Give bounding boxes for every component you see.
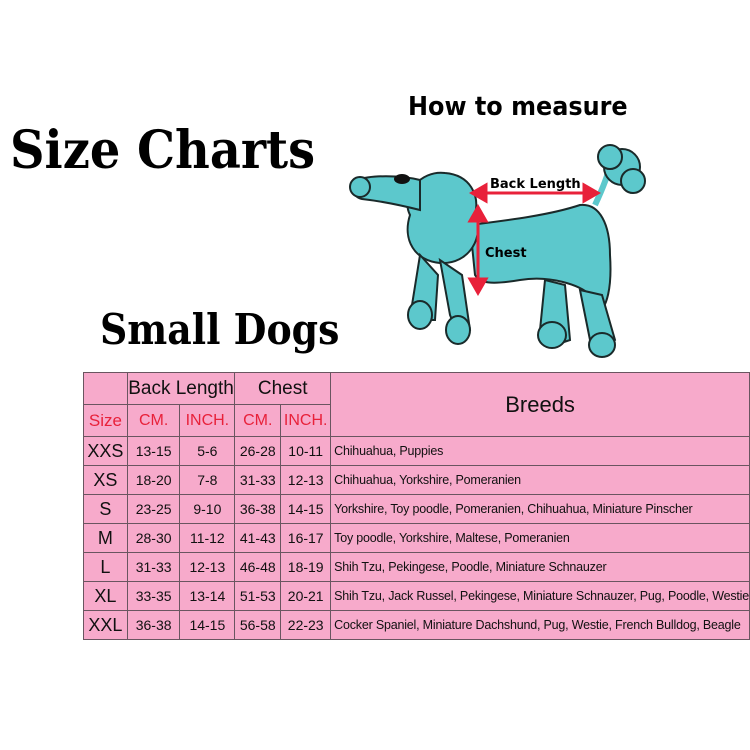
cell-size: XL bbox=[83, 581, 128, 611]
cell-breeds: Shih Tzu, Pekingese, Poodle, Miniature S… bbox=[330, 552, 750, 582]
cell-breeds: Chihuahua, Yorkshire, Pomeranien bbox=[330, 465, 750, 495]
table-row: L 31-33 12-13 46-48 18-19 Shih Tzu, Pekingese… bbox=[83, 552, 750, 582]
bl-inch-header: INCH. bbox=[179, 404, 236, 437]
cell-ch-inch: 22-23 bbox=[280, 610, 332, 640]
cell-size: M bbox=[83, 523, 128, 553]
cell-ch-inch: 16-17 bbox=[280, 523, 332, 553]
cell-bl-cm: 36-38 bbox=[126, 610, 181, 640]
cell-size: XXS bbox=[83, 436, 128, 466]
cell-breeds: Cocker Spaniel, Miniature Dachshund, Pug… bbox=[330, 610, 750, 640]
how-to-measure-title: How to measure bbox=[408, 92, 628, 122]
chest-inch-header: INCH. bbox=[280, 404, 332, 437]
bl-cm-header: CM. bbox=[126, 404, 181, 437]
cell-bl-cm: 13-15 bbox=[126, 436, 181, 466]
cell-bl-cm: 28-30 bbox=[126, 523, 181, 553]
cell-bl-inch: 7-8 bbox=[179, 465, 236, 495]
cell-bl-inch: 14-15 bbox=[179, 610, 236, 640]
cell-bl-cm: 18-20 bbox=[126, 465, 181, 495]
back-length-label: Back Length bbox=[490, 177, 581, 192]
cell-breeds: Yorkshire, Toy poodle, Pomeranien, Chihu… bbox=[330, 494, 750, 524]
size-header: Size bbox=[83, 404, 128, 437]
chest-header: Chest bbox=[234, 372, 332, 405]
cell-ch-cm: 46-48 bbox=[234, 552, 282, 582]
chest-label: Chest bbox=[485, 246, 527, 261]
cell-ch-cm: 26-28 bbox=[234, 436, 282, 466]
table-row: XXS 13-15 5-6 26-28 10-11 Chihuahua, Puppies bbox=[83, 436, 750, 466]
cell-bl-inch: 11-12 bbox=[179, 523, 236, 553]
table-row: XL 33-35 13-14 51-53 20-21 Shih Tzu, Jack Rus… bbox=[83, 581, 750, 611]
cell-size: S bbox=[83, 494, 128, 524]
size-chart-table: Back Length Chest Breeds Size CM. INCH. … bbox=[83, 372, 750, 640]
breeds-header: Breeds bbox=[330, 372, 750, 437]
cell-bl-inch: 9-10 bbox=[179, 494, 236, 524]
cell-ch-cm: 51-53 bbox=[234, 581, 282, 611]
cell-bl-cm: 23-25 bbox=[126, 494, 181, 524]
page-title: Size Charts bbox=[10, 120, 316, 181]
cell-ch-inch: 14-15 bbox=[280, 494, 332, 524]
cell-bl-inch: 12-13 bbox=[179, 552, 236, 582]
cell-ch-cm: 36-38 bbox=[234, 494, 282, 524]
chest-cm-header: CM. bbox=[234, 404, 282, 437]
cell-ch-cm: 56-58 bbox=[234, 610, 282, 640]
cell-bl-cm: 31-33 bbox=[126, 552, 181, 582]
cell-ch-inch: 18-19 bbox=[280, 552, 332, 582]
eye-icon bbox=[394, 174, 410, 184]
back-length-header: Back Length bbox=[126, 372, 236, 405]
cell-ch-cm: 41-43 bbox=[234, 523, 282, 553]
cell-ch-inch: 20-21 bbox=[280, 581, 332, 611]
cell-bl-cm: 33-35 bbox=[126, 581, 181, 611]
cell-bl-inch: 5-6 bbox=[179, 436, 236, 466]
table-row: XXL 36-38 14-15 56-58 22-23 Cocker Spaniel, M… bbox=[83, 610, 750, 640]
cell-size: XXL bbox=[83, 610, 128, 640]
cell-size: XS bbox=[83, 465, 128, 495]
poodle-measure-illustration: Back Length Chest bbox=[349, 144, 646, 358]
section-title: Small Dogs bbox=[100, 305, 340, 354]
cell-ch-cm: 31-33 bbox=[234, 465, 282, 495]
cell-breeds: Toy poodle, Yorkshire, Maltese, Pomerani… bbox=[330, 523, 750, 553]
corner-cell bbox=[83, 372, 128, 405]
cell-ch-inch: 12-13 bbox=[280, 465, 332, 495]
table-row: XS 18-20 7-8 31-33 12-13 Chihuahua, Yorkshire… bbox=[83, 465, 750, 495]
cell-breeds: Chihuahua, Puppies bbox=[330, 436, 750, 466]
cell-ch-inch: 10-11 bbox=[280, 436, 332, 466]
table-row: M 28-30 11-12 41-43 16-17 Toy poodle, Yorkshi… bbox=[83, 523, 750, 553]
cell-bl-inch: 13-14 bbox=[179, 581, 236, 611]
cell-breeds: Shih Tzu, Jack Russel, Pekingese, Miniat… bbox=[330, 581, 750, 611]
cell-size: L bbox=[83, 552, 128, 582]
table-row: S 23-25 9-10 36-38 14-15 Yorkshire, Toy poodl… bbox=[83, 494, 750, 524]
